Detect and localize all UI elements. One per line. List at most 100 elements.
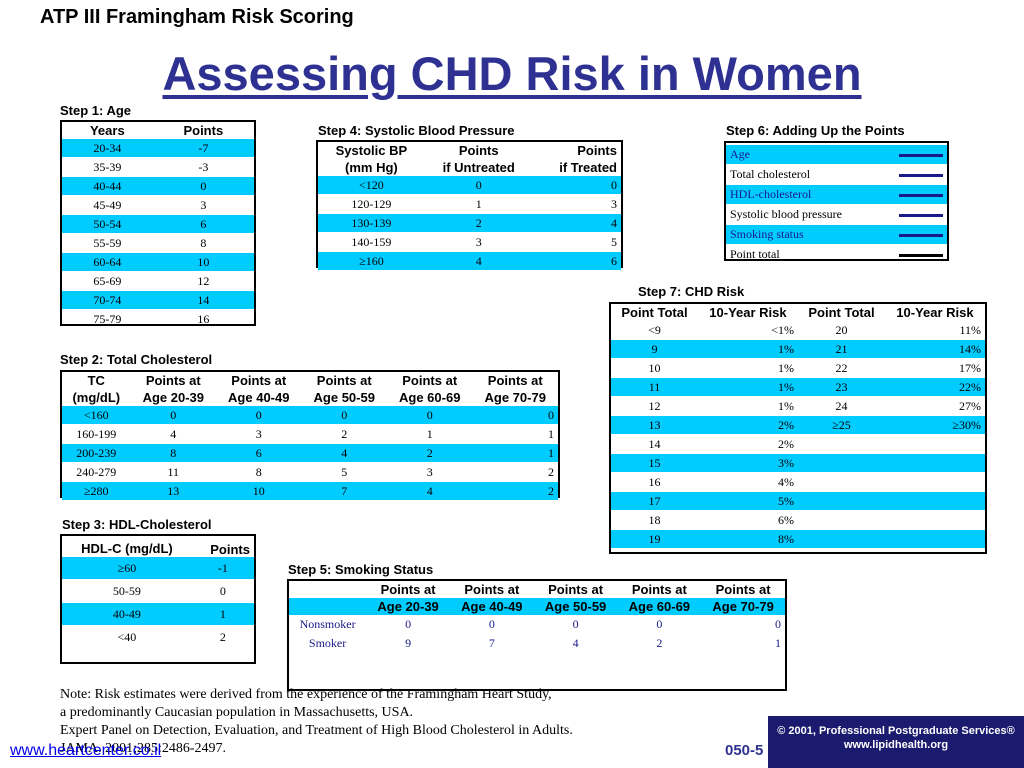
tc-row-cell: 2 xyxy=(301,424,387,444)
risk-row-cell: 11 xyxy=(611,377,698,397)
tc-row-cell: 3 xyxy=(386,462,473,482)
tc-header: Points at xyxy=(145,373,201,388)
age-row-cell: 8 xyxy=(152,233,254,253)
risk-row-cell: 20 xyxy=(797,321,885,340)
smoking-row-cell: 0 xyxy=(449,615,534,634)
tc-row: 240-279 11 8 5 3 2 xyxy=(62,462,558,482)
underline-icon xyxy=(899,253,943,257)
age-points-table: Years Points 20-34 -7 35-39 -3 40-44 0 45-49 3 5… xyxy=(60,120,256,329)
tc-row-cell: 8 xyxy=(130,443,217,463)
underline-icon xyxy=(899,233,943,237)
tc-row-cell: 0 xyxy=(472,406,558,425)
risk-row-cell: ≥30% xyxy=(884,415,985,435)
sbp-row-cell: 130-139 xyxy=(318,213,425,233)
risk-row: 10 1% 22 17% xyxy=(611,358,985,378)
age-row-cell: 75-79 xyxy=(62,309,153,329)
tc-row-cell: 1 xyxy=(472,424,558,444)
risk-row: 16 4% xyxy=(611,472,985,492)
sbp-row-cell: 4 xyxy=(424,251,533,271)
tc-subheader: Age 20-39 xyxy=(142,390,204,405)
tc-row-cell: 11 xyxy=(130,462,217,482)
sbp-row-cell: 6 xyxy=(532,251,621,271)
tc-row-cell: ≥280 xyxy=(62,481,131,501)
sbp-row-cell: 4 xyxy=(532,213,621,233)
age-row: 70-74 14 xyxy=(62,290,254,310)
tc-row-cell: 7 xyxy=(301,481,387,501)
tc-row-cell: 4 xyxy=(301,443,387,463)
sbp-row: 120-129 1 3 xyxy=(318,194,621,214)
smoking-subheader xyxy=(289,598,367,615)
heartcenter-link[interactable]: www.heartcenter.co.il xyxy=(10,742,162,759)
tc-row-cell: 4 xyxy=(130,424,217,444)
risk-row: 15 3% xyxy=(611,453,985,473)
hdl-header: HDL-C (mg/dL) xyxy=(81,540,173,556)
risk-row-cell: 19 xyxy=(611,529,698,549)
risk-row-cell: 2% xyxy=(697,415,798,435)
smoking-subheader: Age 60-69 xyxy=(617,598,702,615)
step2-label: Step 2: Total Cholesterol xyxy=(60,352,213,367)
hdl-row: ≥60 -1 xyxy=(62,557,254,580)
tc-row-cell: 240-279 xyxy=(62,462,131,482)
risk-row-cell xyxy=(797,529,885,549)
summary-line-cell xyxy=(880,224,947,245)
age-row-cell: 65-69 xyxy=(62,271,153,291)
untreated-header: Points xyxy=(458,143,499,158)
summary-line-cell xyxy=(880,244,947,265)
slide-header: ATP III Framingham Risk Scoring xyxy=(40,6,354,28)
smoking-row-cell: Smoker xyxy=(289,633,367,653)
step6-label: Step 6: Adding Up the Points xyxy=(726,123,905,138)
risk-row-cell: 17 xyxy=(611,491,698,511)
risk-row: 9 1% 21 14% xyxy=(611,339,985,359)
summary-row: Age xyxy=(726,145,947,165)
tc-row-cell: 13 xyxy=(130,481,217,501)
age-row-cell: 10 xyxy=(152,252,254,272)
risk-row-cell: 4% xyxy=(697,472,798,492)
smoking-row: Nonsmoker 0 0 0 0 0 xyxy=(289,615,785,634)
treated-sub-header: if Treated xyxy=(559,160,617,175)
summary-item: Point total xyxy=(726,244,881,265)
tc-header: Points at xyxy=(231,373,287,388)
risk-row-cell: 23 xyxy=(797,377,885,397)
tc-row-cell: 200-239 xyxy=(62,443,131,463)
risk-row-cell xyxy=(797,472,885,492)
age-row-cell: 40-44 xyxy=(62,176,153,196)
risk-10yr-header-2: 10-Year Risk xyxy=(896,305,974,320)
risk-10yr-header-1: 10-Year Risk xyxy=(709,305,787,320)
risk-row-cell: 8% xyxy=(697,529,798,549)
summary-line-cell xyxy=(880,184,947,205)
sbp-row-cell: 140-159 xyxy=(318,232,425,252)
age-row: 65-69 12 xyxy=(62,271,254,291)
tc-row-cell: 6 xyxy=(216,443,302,463)
risk-row-cell: 1% xyxy=(697,339,798,359)
age-row: 75-79 16 xyxy=(62,309,254,329)
hdl-row-cell: 0 xyxy=(191,579,254,603)
risk-row-cell: 16 xyxy=(611,472,698,492)
risk-row-cell xyxy=(884,510,985,530)
total-cholesterol-table: TC Points at Points at Points at Points at Po… xyxy=(60,370,560,501)
risk-row: 11 1% 23 22% xyxy=(611,377,985,397)
age-row: 50-54 6 xyxy=(62,214,254,234)
risk-row: 14 2% xyxy=(611,434,985,454)
tc-header: Points at xyxy=(402,373,458,388)
risk-point-total-header-2: Point Total xyxy=(808,305,875,320)
risk-row-cell: 22 xyxy=(797,358,885,378)
underline-icon xyxy=(899,213,943,217)
tc-header: TC xyxy=(87,373,105,388)
age-row: 40-44 0 xyxy=(62,176,254,196)
smoking-row-cell: 0 xyxy=(366,615,450,634)
smoking-subheader: Age 20-39 xyxy=(366,598,450,615)
tc-row-cell: 0 xyxy=(386,406,473,425)
hdl-row: <40 2 xyxy=(62,625,254,649)
age-row: 60-64 10 xyxy=(62,252,254,272)
summary-item: Smoking status xyxy=(726,224,881,245)
tc-row-cell: 2 xyxy=(472,481,558,501)
tc-header: Points at xyxy=(487,373,543,388)
systolic-bp-table: Systolic BP Points Points (mm Hg) if Unt… xyxy=(316,140,623,271)
underline-icon xyxy=(899,193,943,197)
smoking-header xyxy=(289,581,366,598)
smoking-header: Points at xyxy=(380,582,436,597)
smoking-table: Points at Points at Points at Points at Poin… xyxy=(287,579,787,691)
sbp-row-cell: 2 xyxy=(424,213,533,233)
tc-subheader: (mg/dL) xyxy=(72,390,121,405)
risk-row: 17 5% xyxy=(611,491,985,511)
